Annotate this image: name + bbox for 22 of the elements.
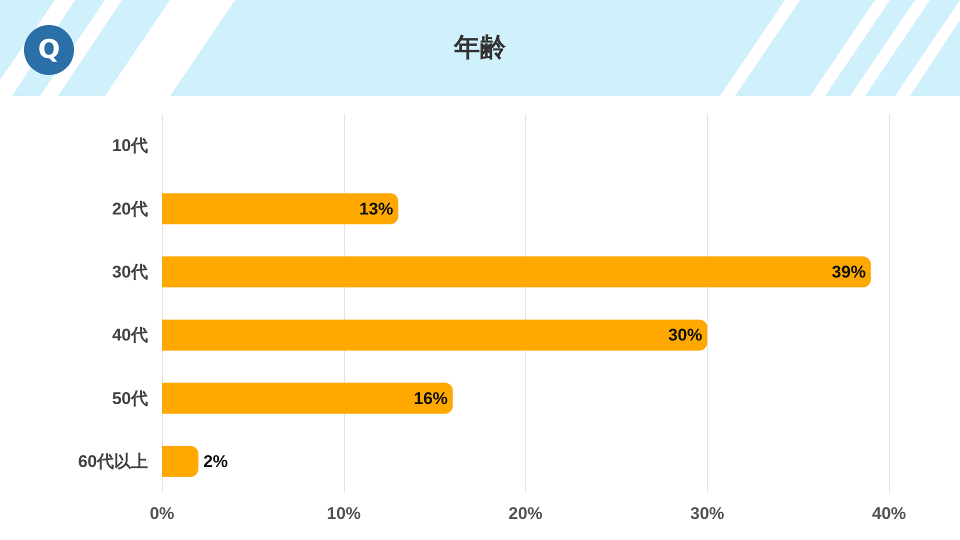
bar — [162, 256, 871, 288]
y-tick-label: 50代 — [112, 388, 148, 408]
data-label: 30% — [668, 326, 702, 345]
bar — [162, 193, 398, 224]
x-tick-label: 10% — [326, 504, 361, 523]
bar — [162, 382, 453, 414]
data-label: 16% — [414, 388, 448, 408]
x-tick-label: 40% — [872, 504, 906, 523]
x-tick-label: 0% — [150, 504, 174, 523]
data-label: 2% — [203, 452, 228, 471]
x-tick-label: 20% — [508, 504, 543, 523]
y-tick-label: 40代 — [112, 326, 148, 345]
y-tick-label: 30代 — [112, 262, 148, 282]
chart-title: 年齢 — [454, 33, 506, 63]
data-label: 39% — [832, 262, 866, 282]
bar — [162, 320, 708, 351]
y-tick-label: 60代以上 — [78, 452, 148, 471]
data-label: 13% — [359, 199, 394, 218]
y-tick-label: 10代 — [112, 136, 148, 156]
y-tick-label: 20代 — [112, 199, 148, 218]
x-tick-label: 30% — [690, 504, 724, 523]
bar — [162, 446, 198, 477]
